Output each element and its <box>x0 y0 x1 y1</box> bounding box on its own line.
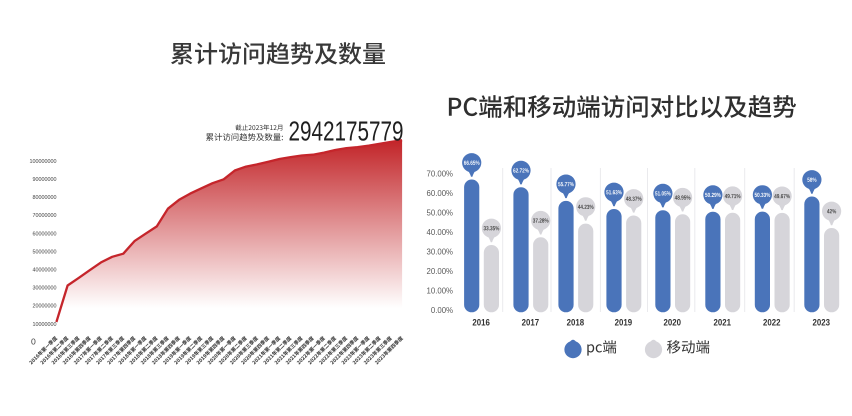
svg-text:30000000: 30000000 <box>33 286 57 292</box>
svg-text:40000000: 40000000 <box>33 268 57 274</box>
svg-text:2023: 2023 <box>813 317 831 327</box>
svg-text:2942175779: 2942175779 <box>289 115 404 147</box>
svg-text:20.00%: 20.00% <box>427 267 454 276</box>
svg-text:2017: 2017 <box>522 317 540 327</box>
svg-text:70.00%: 70.00% <box>427 169 454 178</box>
svg-text:10000000: 10000000 <box>33 322 57 328</box>
svg-text:50.00%: 50.00% <box>427 209 454 218</box>
svg-text:0: 0 <box>31 337 36 347</box>
svg-text:50000000: 50000000 <box>33 249 57 255</box>
svg-text:2022: 2022 <box>763 317 781 327</box>
svg-text:70000000: 70000000 <box>33 213 57 219</box>
svg-text:2020: 2020 <box>664 317 682 327</box>
svg-text:60000000: 60000000 <box>33 231 57 237</box>
svg-text:100000000: 100000000 <box>30 159 57 165</box>
svg-text:80000000: 80000000 <box>33 195 57 201</box>
svg-text:0.00%: 0.00% <box>431 306 453 315</box>
svg-text:60.00%: 60.00% <box>427 189 454 198</box>
svg-text:10.00%: 10.00% <box>427 287 454 296</box>
svg-text:2018: 2018 <box>567 317 585 327</box>
svg-text:2019: 2019 <box>615 317 633 327</box>
svg-text:30.00%: 30.00% <box>427 248 454 257</box>
svg-text:2021: 2021 <box>714 317 732 327</box>
svg-text:40.00%: 40.00% <box>427 228 454 237</box>
svg-text:2016: 2016 <box>472 317 490 327</box>
svg-text:20000000: 20000000 <box>33 304 57 310</box>
svg-text:90000000: 90000000 <box>33 177 57 183</box>
